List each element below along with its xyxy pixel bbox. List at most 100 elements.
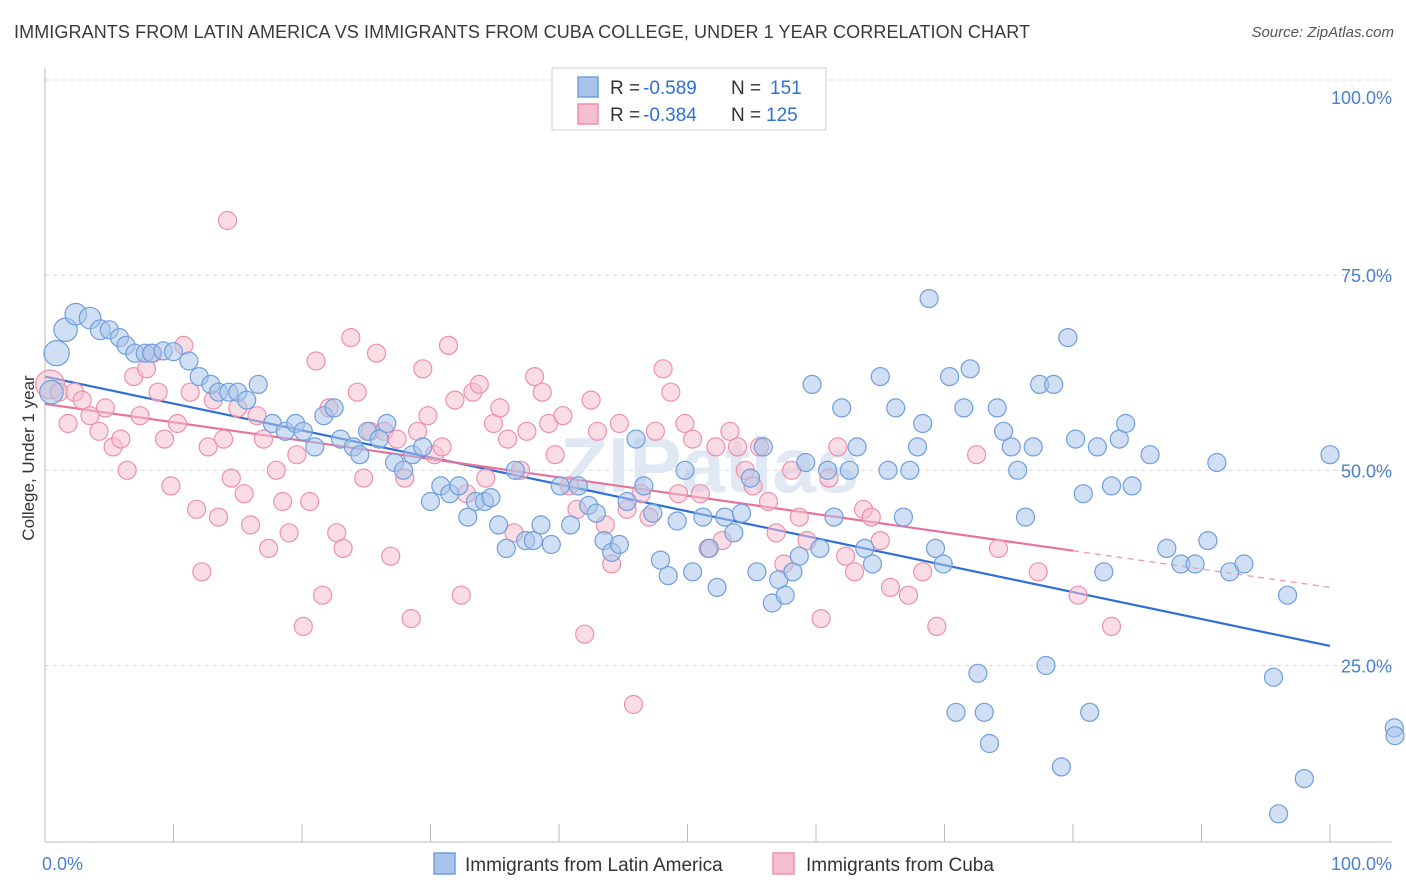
point-cuba-54 [401,608,421,629]
point-cuba-118 [870,530,890,551]
point-cuba-68 [490,398,510,418]
point-latin-america-98 [893,507,914,527]
point-cuba-20 [180,382,200,402]
point-cuba-36 [279,523,299,543]
point-latin-america-87 [810,538,830,559]
point-latin-america-130 [1116,413,1136,434]
y-tick-label-100: 100.0% [1331,88,1392,108]
point-cuba-38 [293,616,313,637]
legend-swatch-latin-america [577,76,599,98]
point-latin-america-140 [1263,667,1284,687]
point-cuba-40 [306,351,326,371]
point-latin-america-76 [731,503,752,523]
legend-n-label-2: N = [731,105,761,126]
point-latin-america-97 [886,398,906,418]
point-latin-america-13 [163,342,184,362]
legend-r-value-2: -0.384 [643,105,697,126]
point-latin-america-74 [715,507,735,527]
legend-n-value-1: 151 [770,78,802,99]
point-cuba-72 [517,421,537,441]
bottom-legend-swatch-cuba [772,852,795,875]
point-cuba-56 [413,359,433,379]
point-latin-america-122 [1058,328,1078,348]
point-cuba-105 [758,491,779,512]
point-latin-america-124 [1073,484,1093,504]
point-latin-america-31 [350,445,370,465]
point-cuba-18 [167,413,187,434]
point-cuba-124 [988,538,1009,559]
point-latin-america-107 [954,398,974,418]
point-latin-america-33 [369,429,389,449]
point-latin-america-99 [900,460,920,480]
chart-source: Source: ZipAtlas.com [1251,24,1394,41]
point-cuba-101 [727,437,748,457]
point-cuba-44 [333,538,353,559]
point-latin-america-62 [617,491,637,512]
point-cuba-81 [581,390,601,410]
point-latin-america-47 [489,515,509,535]
point-cuba-12 [130,406,150,426]
point-cuba-94 [675,413,695,434]
point-latin-america-71 [693,507,713,527]
point-latin-america-67 [658,566,678,586]
point-cuba-119 [880,577,901,598]
point-latin-america-51 [523,530,543,551]
point-latin-america-48 [496,538,516,559]
point-latin-america-69 [675,460,695,480]
point-cuba-46 [347,382,367,402]
point-cuba-91 [653,359,673,379]
scatter-points [35,210,1405,824]
bottom-legend-swatch-latin-america [433,852,456,875]
point-latin-america-70 [682,562,703,582]
point-latin-america-146 [1385,726,1405,746]
point-cuba-29 [234,484,254,504]
point-cuba-16 [154,429,175,449]
point-latin-america-112 [987,398,1007,418]
point-cuba-2 [58,413,78,434]
point-cuba-39 [300,491,320,512]
point-cuba-100 [720,421,740,441]
legend-swatch-cuba [577,103,599,125]
legend-r-label-1: R = [610,78,640,99]
point-cuba-27 [221,468,241,488]
point-latin-america-100 [907,437,928,457]
point-latin-america-26 [305,437,325,457]
chart-title: IMMIGRANTS FROM LATIN AMERICA VS IMMIGRA… [14,22,1031,42]
point-cuba-49 [366,343,387,363]
bottom-legend-label-latin-america: Immigrants from Latin America [465,855,723,876]
point-cuba-95 [682,429,703,449]
point-cuba-32 [253,429,274,449]
point-cuba-22 [192,562,212,582]
point-latin-america-102 [919,289,939,309]
point-cuba-80 [575,624,595,644]
point-cuba-87 [623,694,644,715]
point-latin-america-63 [626,429,646,449]
point-cuba-66 [476,468,496,488]
point-cuba-23 [198,437,218,457]
point-latin-america-93 [855,538,875,559]
point-latin-america-109 [968,663,988,683]
point-cuba-17 [161,476,181,496]
point-latin-america-0 [39,379,64,405]
point-latin-america-92 [847,437,867,457]
point-latin-america-106 [946,702,966,722]
point-latin-america-144 [1320,445,1340,465]
point-latin-america-91 [839,460,860,480]
point-cuba-77 [553,406,573,426]
point-cuba-120 [898,585,919,605]
point-latin-america-116 [1015,507,1036,527]
point-cuba-76 [545,445,565,465]
point-latin-america-42 [449,476,469,496]
point-latin-america-52 [531,515,551,535]
bottom-legend-label-cuba: Immigrants from Cuba [806,855,994,876]
point-cuba-60 [438,335,459,355]
point-latin-america-125 [1080,702,1100,722]
point-latin-america-55 [560,515,581,535]
y-tick-label-75: 75.0% [1341,266,1392,286]
legend-r-value-1: -0.589 [643,78,697,99]
y-tick-label-25: 25.0% [1341,656,1392,676]
point-cuba-92 [661,382,681,402]
point-cuba-96 [690,484,711,504]
point-cuba-126 [1068,585,1088,605]
point-cuba-98 [706,437,726,457]
